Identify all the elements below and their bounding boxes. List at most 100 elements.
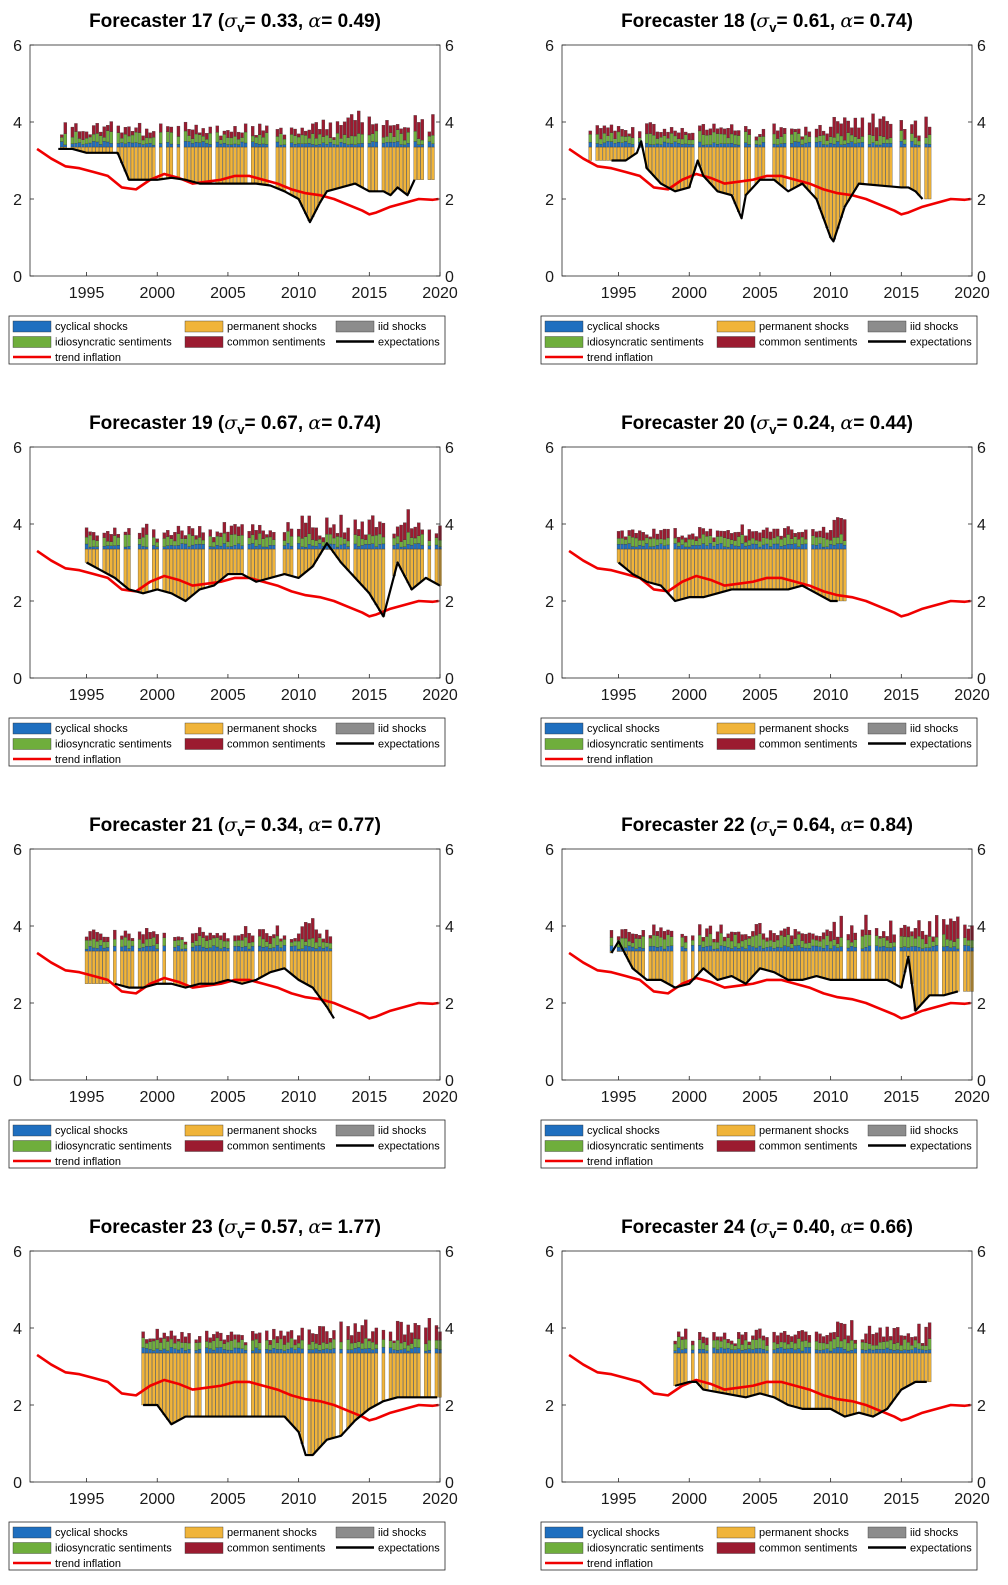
bar-idiosyncratic [631,537,635,547]
bar-cyclical [737,948,741,952]
bar-permanent [924,146,928,200]
bar-permanent [346,146,350,186]
bar-permanent [722,146,727,194]
bar-idiosyncratic [758,541,762,548]
bar-permanent [434,1352,439,1398]
bar-cyclical [339,544,343,550]
bar-cyclical [744,142,748,148]
bar-idiosyncratic [116,537,121,546]
bar-cyclical [289,1347,294,1354]
trend-inflation-line [568,951,971,1020]
bar-cyclical [850,946,854,952]
bar-cyclical [353,543,357,550]
bar-cyclical [353,1348,357,1354]
bar-cyclical [857,142,861,148]
bar-idiosyncratic [212,541,216,548]
bar-permanent [173,1352,177,1423]
bar-cyclical [215,545,219,550]
title-prefix: Forecaster 22 ( [621,815,757,836]
x-tick-label: 1995 [69,687,105,704]
bar-idiosyncratic [927,134,932,145]
bar-idiosyncratic [874,935,879,946]
bar-idiosyncratic [272,937,276,948]
bar-common [942,919,946,935]
bar-cyclical [208,144,212,148]
bar-idiosyncratic [113,939,117,947]
bar-permanent [251,1352,255,1417]
bar-common [910,931,914,937]
bar-common [797,1331,801,1339]
bar-idiosyncratic [198,537,202,545]
bar-permanent [413,1352,417,1398]
bar-cyclical [304,945,308,952]
bar-idiosyncratic [881,136,886,144]
bar-idiosyncratic [708,134,713,145]
bar-cyclical [843,1349,847,1354]
x-tick-label: 1995 [601,687,637,704]
bar-common [641,930,645,937]
bar-permanent [740,1352,744,1397]
y-tick-label: 2 [545,594,554,611]
x-tick-label: 2020 [954,1491,990,1508]
bar-common [289,528,294,537]
plot-frame [561,1250,973,1483]
bar-idiosyncratic [335,133,340,146]
bar-permanent [814,1352,819,1410]
bar-permanent [655,950,660,981]
bar-cyclical [722,946,727,952]
bar-common [180,937,184,940]
bar-common [60,134,64,138]
bar-common [190,129,195,139]
bar-common [152,931,156,938]
bar-permanent [265,548,269,580]
bar-cyclical [254,143,258,148]
title-prefix: Forecaster 19 ( [89,413,225,434]
bar-cyclical [91,947,96,952]
bar-common [814,531,819,538]
bar-cyclical [828,1350,833,1354]
bar-idiosyncratic [233,534,237,546]
bar-idiosyncratic [258,1342,262,1350]
bar-permanent [655,548,660,585]
bar-idiosyncratic [99,135,103,145]
bar-common [790,529,794,539]
bar-idiosyncratic [311,539,315,547]
bar-common [790,128,794,135]
bar-idiosyncratic [783,133,787,144]
bar-idiosyncratic [413,1338,417,1348]
bar-permanent [240,1352,244,1417]
bar-idiosyncratic [726,937,730,948]
legend-swatch-iid [335,1124,375,1137]
bar-common [226,938,230,942]
bar-idiosyncratic [878,938,882,948]
bar-idiosyncratic [268,536,272,546]
bar-common [966,928,971,941]
legend-swatch-cyclical [12,1526,52,1539]
bar-cyclical [194,1350,198,1354]
bar-idiosyncratic [304,135,308,144]
legend-label-expectations: expectations [910,1141,972,1153]
bar-permanent [874,1352,879,1415]
bar-common [963,924,967,938]
bar-common [236,131,241,140]
legend-swatch-permanent [716,320,756,333]
bar-cyclical [381,142,386,148]
bar-common [648,536,653,540]
bar-cyclical [779,546,783,550]
bar-common [367,519,371,535]
bar-idiosyncratic [712,941,716,950]
bar-cyclical [226,948,230,952]
bar-common [123,930,128,938]
bar-permanent [307,950,311,986]
bar-common [903,1335,907,1340]
bar-cyclical [673,543,677,550]
bar-cyclical [783,945,787,952]
bar-common [152,1338,156,1342]
bar-idiosyncratic [152,537,156,546]
bar-common [162,932,166,938]
bar-idiosyncratic [332,537,336,545]
bar-idiosyncratic [268,1344,272,1351]
bar-common [194,1339,198,1343]
bar-permanent [293,1352,297,1429]
bar-cyclical [307,1349,311,1354]
